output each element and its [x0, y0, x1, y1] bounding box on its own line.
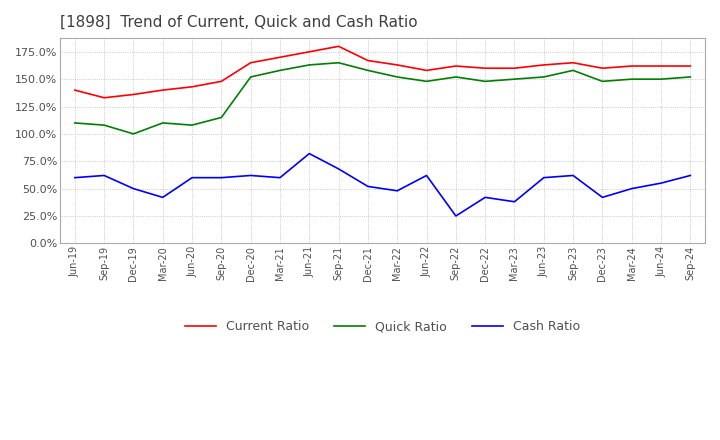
Cash Ratio — [598, 195, 607, 200]
Cash Ratio — [305, 151, 314, 156]
Current Ratio — [393, 62, 402, 68]
Quick Ratio — [481, 79, 490, 84]
Quick Ratio — [71, 120, 79, 125]
Cash Ratio — [686, 173, 695, 178]
Current Ratio — [217, 79, 225, 84]
Current Ratio — [510, 66, 519, 71]
Current Ratio — [627, 63, 636, 69]
Cash Ratio — [246, 173, 255, 178]
Quick Ratio — [510, 77, 519, 82]
Current Ratio — [158, 88, 167, 93]
Text: [1898]  Trend of Current, Quick and Cash Ratio: [1898] Trend of Current, Quick and Cash … — [60, 15, 418, 30]
Cash Ratio — [364, 184, 372, 189]
Quick Ratio — [657, 77, 665, 82]
Cash Ratio — [71, 175, 79, 180]
Legend: Current Ratio, Quick Ratio, Cash Ratio: Current Ratio, Quick Ratio, Cash Ratio — [180, 315, 585, 338]
Cash Ratio — [158, 195, 167, 200]
Current Ratio — [188, 84, 197, 89]
Current Ratio — [569, 60, 577, 66]
Line: Current Ratio: Current Ratio — [75, 46, 690, 98]
Cash Ratio — [393, 188, 402, 194]
Current Ratio — [305, 49, 314, 55]
Quick Ratio — [686, 74, 695, 80]
Cash Ratio — [129, 186, 138, 191]
Current Ratio — [598, 66, 607, 71]
Quick Ratio — [158, 120, 167, 125]
Cash Ratio — [510, 199, 519, 205]
Quick Ratio — [393, 74, 402, 80]
Cash Ratio — [657, 180, 665, 186]
Quick Ratio — [569, 68, 577, 73]
Current Ratio — [686, 63, 695, 69]
Current Ratio — [276, 55, 284, 60]
Line: Quick Ratio: Quick Ratio — [75, 63, 690, 134]
Cash Ratio — [422, 173, 431, 178]
Line: Cash Ratio: Cash Ratio — [75, 154, 690, 216]
Quick Ratio — [305, 62, 314, 68]
Cash Ratio — [481, 195, 490, 200]
Cash Ratio — [334, 166, 343, 172]
Cash Ratio — [276, 175, 284, 180]
Quick Ratio — [539, 74, 548, 80]
Quick Ratio — [627, 77, 636, 82]
Quick Ratio — [598, 79, 607, 84]
Current Ratio — [539, 62, 548, 68]
Quick Ratio — [217, 115, 225, 120]
Current Ratio — [334, 44, 343, 49]
Current Ratio — [71, 88, 79, 93]
Cash Ratio — [627, 186, 636, 191]
Quick Ratio — [334, 60, 343, 66]
Quick Ratio — [364, 68, 372, 73]
Cash Ratio — [539, 175, 548, 180]
Current Ratio — [657, 63, 665, 69]
Quick Ratio — [188, 122, 197, 128]
Current Ratio — [129, 92, 138, 97]
Cash Ratio — [217, 175, 225, 180]
Quick Ratio — [129, 131, 138, 136]
Current Ratio — [364, 58, 372, 63]
Current Ratio — [246, 60, 255, 66]
Quick Ratio — [246, 74, 255, 80]
Current Ratio — [100, 95, 109, 100]
Quick Ratio — [451, 74, 460, 80]
Quick Ratio — [100, 122, 109, 128]
Cash Ratio — [451, 213, 460, 219]
Current Ratio — [451, 63, 460, 69]
Cash Ratio — [100, 173, 109, 178]
Cash Ratio — [569, 173, 577, 178]
Quick Ratio — [276, 68, 284, 73]
Quick Ratio — [422, 79, 431, 84]
Current Ratio — [481, 66, 490, 71]
Current Ratio — [422, 68, 431, 73]
Cash Ratio — [188, 175, 197, 180]
